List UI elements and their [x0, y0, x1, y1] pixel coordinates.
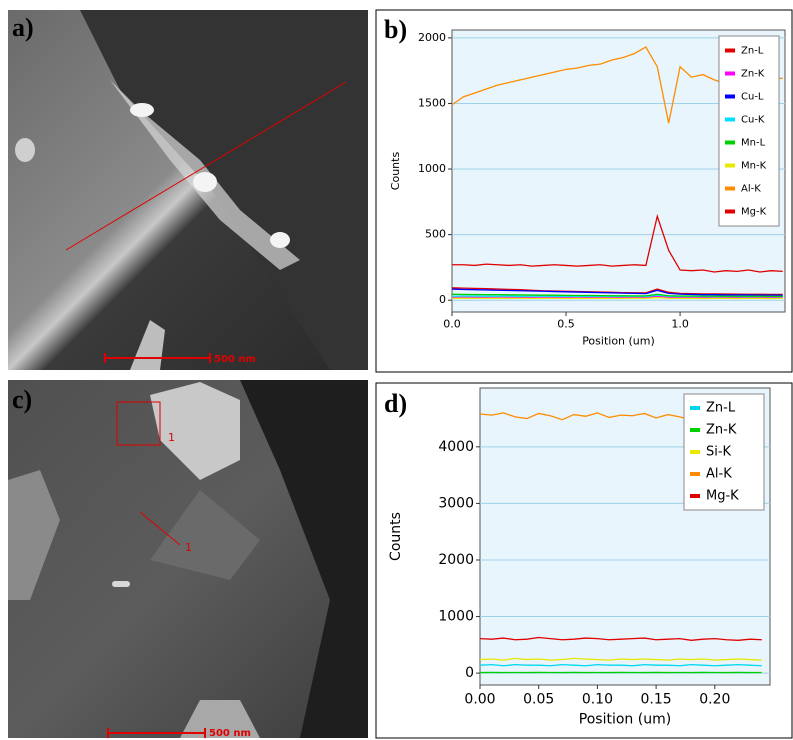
legend-swatch: [690, 406, 700, 410]
charts: 0 500 1000 1500 2000 0.0 0.5 1.0 Position (um) Co…: [376, 10, 792, 738]
panel-label: d): [384, 389, 407, 418]
legend-label: Cu-K: [741, 115, 765, 126]
micrograph-a: 500 nm: [8, 10, 368, 370]
y-tick-label: 0: [465, 665, 474, 681]
y-tick-label: 3000: [438, 495, 474, 511]
y-tick-label: 1500: [418, 96, 446, 109]
legend-swatch: [725, 187, 735, 191]
legend-label: Mg-K: [741, 207, 767, 218]
y-tick-label: 0: [439, 293, 446, 306]
legend-swatch: [690, 472, 700, 476]
legend-swatch: [725, 210, 735, 214]
legend-swatch: [725, 118, 735, 122]
x-tick-label: 0.05: [523, 691, 554, 707]
x-axis-label: Position (um): [582, 335, 655, 348]
legend-swatch: [690, 494, 700, 498]
legend-label: Zn-K: [706, 423, 737, 438]
legend-swatch: [690, 450, 700, 454]
x-tick-label: 1.0: [671, 318, 689, 331]
legend-swatch: [725, 72, 735, 76]
panel-label: c): [12, 385, 32, 414]
legend-swatch: [725, 141, 735, 145]
x-tick-label: 0.20: [699, 691, 730, 707]
marker-label: 1: [168, 431, 175, 444]
x-tick-label: 0.0: [443, 318, 461, 331]
x-tick-label: 0.10: [582, 691, 613, 707]
legend-swatch: [725, 49, 735, 53]
legend-label: Mg-K: [706, 489, 739, 504]
scale-label: 500 nm: [214, 354, 256, 365]
legend-label: Cu-L: [741, 92, 764, 103]
legend-label: Zn-K: [741, 69, 765, 80]
legend-label: Si-K: [706, 445, 732, 460]
y-tick-label: 1000: [418, 162, 446, 175]
legend-label: Al-K: [741, 184, 761, 195]
legend-label: Mn-L: [741, 138, 766, 149]
micrograph-c: 1 1 500 nm: [8, 380, 368, 739]
x-tick-label: 0.00: [464, 691, 495, 707]
legend-label: Mn-K: [741, 161, 767, 172]
legend-swatch: [725, 164, 735, 168]
legend-swatch: [690, 428, 700, 432]
x-tick-label: 0.15: [641, 691, 672, 707]
y-tick-label: 2000: [418, 31, 446, 44]
figure: 500 nm a) 1 1 500 nm c) 0 500 1000 1500 2000…: [0, 0, 793, 740]
y-axis-label: Counts: [388, 512, 404, 561]
x-axis-label: Position (um): [579, 711, 671, 727]
marker-label: 1: [185, 541, 192, 554]
legend-swatch: [725, 95, 735, 99]
panel-label: a): [12, 13, 34, 42]
legend-label: Zn-L: [741, 46, 764, 57]
y-tick-label: 500: [425, 228, 446, 241]
y-tick-label: 2000: [438, 552, 474, 568]
legend-label: Zn-L: [706, 401, 736, 416]
x-tick-label: 0.5: [557, 318, 575, 331]
panel-label: b): [384, 15, 407, 44]
page: 500 nm a) 1 1 500 nm c) 0 500 1000 1500 2000…: [0, 0, 793, 740]
y-tick-label: 4000: [438, 439, 474, 455]
legend-label: Al-K: [706, 467, 732, 482]
y-tick-label: 1000: [438, 609, 474, 625]
y-axis-label: Counts: [389, 152, 402, 191]
legend-box: [719, 36, 779, 226]
scale-label: 500 nm: [209, 728, 251, 739]
